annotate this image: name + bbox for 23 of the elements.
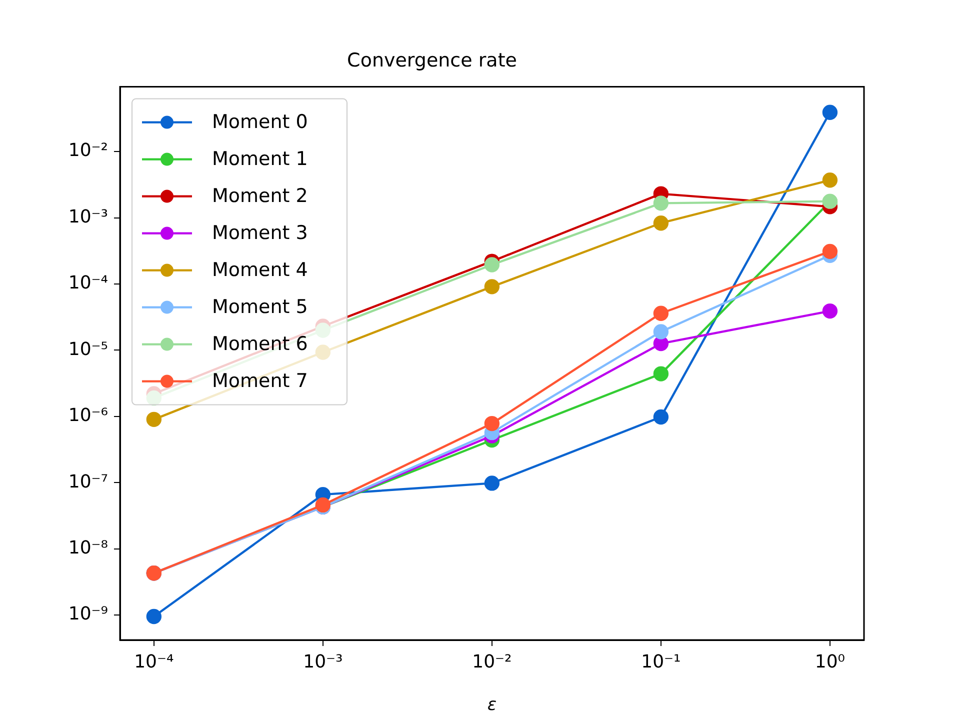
chart-title: Convergence rate — [347, 49, 517, 72]
legend-label: Moment 3 — [212, 222, 308, 244]
x-tick-label: 10⁻⁴ — [134, 651, 174, 672]
legend-label: Moment 0 — [212, 111, 308, 134]
y-tick-label: 10⁻⁴ — [68, 272, 108, 294]
x-tick-label: 10⁻¹ — [641, 651, 681, 672]
legend-label: Moment 7 — [212, 370, 308, 392]
legend-label: Moment 5 — [212, 296, 308, 318]
y-tick-label: 10⁻⁶ — [68, 405, 108, 426]
y-tick-label: 10⁻⁷ — [68, 471, 108, 492]
x-tick-label: 10⁻² — [472, 651, 512, 672]
x-tick-label: 10⁻³ — [303, 651, 343, 672]
x-axis-title: ε — [487, 695, 497, 716]
y-tick-label: 10⁻³ — [68, 206, 108, 228]
y-tick-label: 10⁻⁸ — [68, 538, 108, 559]
legend-label: Moment 4 — [212, 259, 308, 282]
y-tick-label: 10⁻² — [68, 140, 108, 162]
y-tick-label: 10⁻⁵ — [68, 338, 108, 360]
y-tick-label: 10⁻⁹ — [68, 604, 108, 625]
legend-label: Moment 2 — [212, 185, 308, 208]
legend-label: Moment 1 — [212, 148, 308, 170]
x-tick-label: 10⁰ — [814, 651, 846, 672]
legend-label: Moment 6 — [212, 333, 308, 356]
